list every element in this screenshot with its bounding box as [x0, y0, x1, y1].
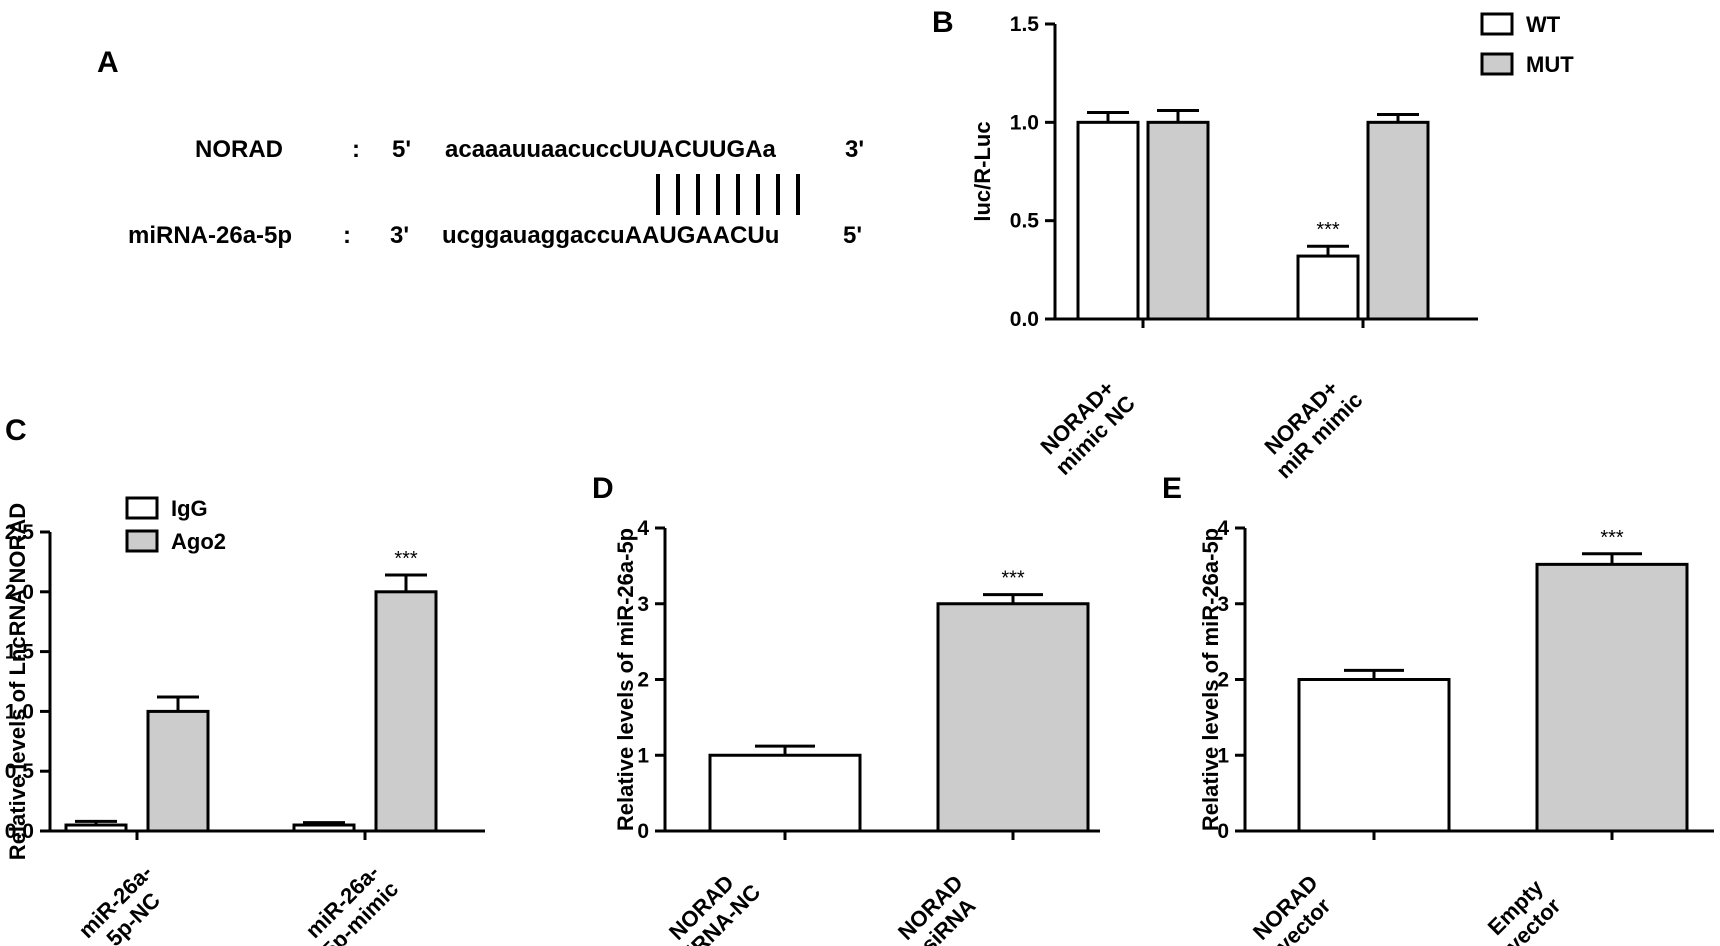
bar-c — [146, 709, 210, 833]
y-tick-label-c: 0.5 — [5, 760, 35, 783]
x-category-label-c: miR-26a-5p-NC — [74, 860, 175, 946]
y-tick-label-c: 0.0 — [5, 820, 34, 843]
y-tick-label-d: 0 — [637, 820, 649, 843]
legend-label-b: MUT — [1526, 52, 1574, 77]
mirna-label: miRNA-26a-5p — [128, 222, 292, 249]
significance-marker-c: *** — [394, 548, 418, 570]
y-tick-label-e: 1 — [1217, 744, 1229, 767]
y-tick-label-c: 1.5 — [5, 641, 35, 664]
y-tick-label-b: 1.5 — [1010, 13, 1040, 36]
x-category-label-b: NORAD+miR mimic — [1253, 369, 1367, 483]
bar-d — [708, 753, 862, 833]
bar-d — [936, 602, 1090, 833]
significance-marker-d: *** — [1001, 568, 1025, 590]
y-tick-label-c: 2.5 — [5, 521, 35, 544]
panel-a: A NORAD : 5' acaaauuaacuccUUACUUGAa 3' m… — [97, 46, 864, 249]
panel-d-letter: D — [592, 472, 614, 505]
norad-colon: : — [352, 136, 360, 163]
base-pairing-lines — [656, 174, 800, 215]
bar-c — [374, 590, 438, 833]
panel-c-letter: C — [5, 414, 27, 447]
mirna-5prime: 5' — [843, 222, 862, 249]
significance-marker-b: *** — [1316, 219, 1340, 241]
x-category-label-c: miR-26a-5p-mimic — [299, 858, 403, 946]
y-tick-label-e: 4 — [1217, 517, 1229, 540]
x-category-label-d: NORADsiRNA-NC — [655, 861, 765, 946]
legend-label-c: IgG — [171, 496, 208, 521]
x-category-label-e: NORADvector — [1248, 870, 1341, 946]
y-tick-label-d: 3 — [637, 593, 649, 616]
y-tick-label-e: 3 — [1217, 593, 1229, 616]
bar-e — [1297, 678, 1451, 833]
chart-b: B 0.0 0.5 1.0 1.5 luc/R-Luc *** NORAD+mimic NC N… — [932, 6, 1574, 483]
norad-sequence: acaaauuaacuccUUACUUGAa — [445, 136, 776, 163]
legend-swatch-c — [125, 496, 159, 520]
bar-c — [64, 823, 128, 833]
y-tick-label-b: 1.0 — [1010, 111, 1039, 134]
legend-swatch-b — [1480, 52, 1514, 76]
y-tick-label-c: 2.0 — [5, 581, 34, 604]
bar-b — [1296, 254, 1360, 321]
panel-a-letter: A — [97, 46, 119, 79]
mirna-sequence: ucggauaggaccuAAUGAACUu — [442, 222, 779, 249]
bar-b — [1366, 120, 1430, 321]
legend-swatch-b — [1480, 12, 1514, 36]
bar-c — [292, 823, 356, 833]
x-category-label-d: NORADsiRNA — [893, 870, 986, 946]
x-category-label-e: Emptyvector — [1483, 874, 1567, 946]
y-axis-label-e: Relative levels of miR-26a-5p — [1198, 528, 1223, 831]
y-tick-label-b: 0.5 — [1010, 210, 1040, 233]
panel-e-letter: E — [1162, 472, 1182, 505]
y-tick-label-b: 0.0 — [1010, 308, 1039, 331]
y-tick-label-d: 4 — [637, 517, 649, 540]
mirna-colon: : — [343, 222, 351, 249]
legend-swatch-c — [125, 529, 159, 553]
y-axis-label-b: luc/R-Luc — [970, 121, 995, 221]
mirna-3prime: 3' — [390, 222, 409, 249]
y-tick-label-e: 2 — [1217, 669, 1229, 692]
y-tick-label-e: 0 — [1217, 820, 1229, 843]
norad-5prime: 5' — [392, 136, 411, 163]
legend-label-c: Ago2 — [171, 529, 226, 554]
y-tick-label-c: 1.0 — [5, 700, 34, 723]
norad-3prime: 3' — [845, 136, 864, 163]
bar-b — [1076, 120, 1140, 321]
bar-e — [1535, 562, 1689, 833]
norad-label: NORAD — [195, 136, 283, 163]
y-axis-label-c: Relative levels of LncRNA NORAD — [5, 503, 30, 860]
y-tick-label-d: 1 — [637, 744, 649, 767]
x-category-label-b: NORAD+mimic NC — [1033, 373, 1140, 480]
panel-b-letter: B — [932, 6, 954, 39]
y-axis-label-d: Relative levels of miR-26a-5p — [613, 528, 638, 831]
bar-b — [1146, 120, 1210, 321]
legend-label-b: WT — [1526, 12, 1561, 37]
significance-marker-e: *** — [1600, 527, 1624, 549]
y-tick-label-d: 2 — [637, 669, 649, 692]
